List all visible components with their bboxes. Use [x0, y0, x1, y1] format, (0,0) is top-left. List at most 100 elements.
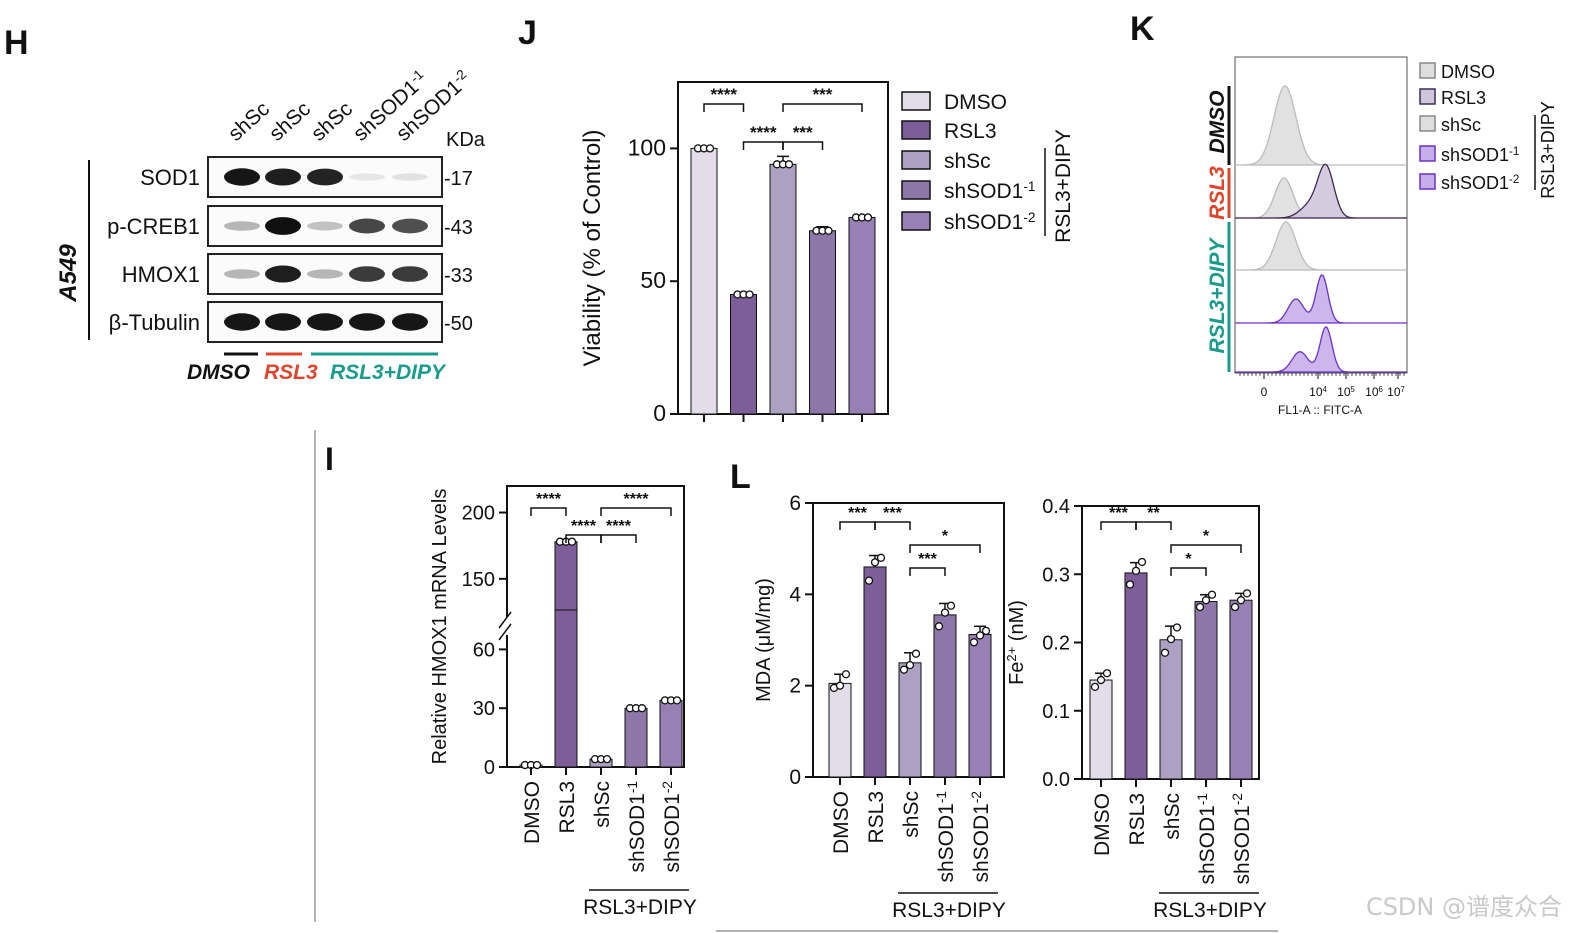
chart-l2-category-label: shSOD1-1 [1195, 793, 1220, 885]
chart-l2-sig-bracket [1170, 567, 1207, 576]
legend-j-swatch [901, 91, 931, 111]
chart-i-sig-bracket [530, 507, 567, 516]
chart-l1-sig-bracket [909, 544, 981, 553]
chart-i-axis-break-gap [503, 617, 513, 635]
chart-i-bar [554, 609, 578, 768]
chart-j-data-point [745, 290, 754, 299]
chart-l2-bar [1089, 679, 1113, 780]
chart-j-sig-label: **** [750, 123, 777, 142]
chart-l1-category-label-sup: -1 [934, 791, 949, 803]
flow-x-tick-label: 0 [1261, 385, 1268, 399]
legend-k-swatch [1419, 115, 1436, 132]
chart-l2-bar [1229, 599, 1253, 780]
chart-i-sig-label: **** [606, 518, 632, 535]
chart-i-category-label: shSOD1-1 [625, 781, 650, 873]
blot-band [265, 217, 301, 235]
flow-histogram-overlay [1235, 163, 1407, 219]
chart-i-category-label-base: DMSO [521, 781, 544, 844]
blot-band [349, 173, 385, 181]
panel-k-flow-cytometry: 0 104 105 106 107 FL1-A :: FITC-A DMSO RSL3 … [1206, 56, 1558, 417]
chart-i-axis-break-mark [498, 623, 512, 641]
blot-lane-label-base: shSc [307, 97, 357, 145]
legend-j-item: shSOD1-1 [944, 179, 1036, 204]
chart-i-category-label-base: shSOD1 [661, 793, 684, 872]
chart-i-category-label: shSc [591, 781, 614, 828]
chart-l1-ylabel: MDA (μM/mg) [753, 578, 775, 702]
legend-k-swatch [1419, 62, 1436, 79]
blot-band [265, 313, 301, 331]
legend-j-swatch [901, 211, 931, 231]
chart-i-sig-label: **** [571, 518, 597, 535]
legend-k-item-base: DMSO [1441, 62, 1495, 82]
chart-l2-data-point [1201, 596, 1211, 605]
blot-band [349, 266, 385, 282]
panel-label-h: H [4, 24, 29, 62]
chart-i-data-point [567, 537, 577, 546]
blot-lane-label-base: shSc [265, 97, 315, 145]
flow-row-label-dipy: RSL3+DIPY [1206, 237, 1229, 354]
chart-j-bar [809, 230, 836, 415]
blot-band [392, 218, 428, 234]
legend-j-item-sup: -1 [1023, 179, 1035, 194]
chart-l1-data-point [946, 601, 956, 610]
chart-i-ylabel: Relative HMOX1 mRNA Levels [429, 489, 451, 765]
flow-histogram [1235, 326, 1407, 373]
chart-i-axis-break-mark [498, 611, 512, 629]
chart-l1-category-label-base: shSc [900, 791, 923, 838]
chart-l1-bar [898, 662, 922, 778]
chart-l2-category-label: DMSO [1091, 793, 1114, 856]
chart-l1-category-label-base: DMSO [830, 791, 853, 854]
chart-i-group-label: RSL3+DIPY [583, 896, 697, 919]
legend-j-item: shSOD1-2 [944, 210, 1036, 235]
chart-j-ytick-label: 50 [640, 267, 666, 293]
chart-l2-category-label-sup: -2 [1230, 793, 1245, 805]
chart-l2-data-point [1236, 596, 1246, 605]
chart-l2-ylabel-sup: 2+ [1004, 647, 1019, 662]
flow-x-tick-label: 104 [1309, 385, 1327, 400]
flow-x-tick-label: 106 [1365, 385, 1383, 400]
chart-l1-sig-bracket [874, 521, 911, 530]
legend-j-item-base: DMSO [944, 91, 1007, 114]
chart-l2-category-label: shSOD1-2 [1230, 793, 1255, 885]
chart-i-ytick-label: 200 [462, 503, 495, 525]
chart-l1-data-point [940, 608, 950, 617]
legend-k-swatch [1419, 145, 1436, 162]
legend-k-bracket-label: RSL3+DIPY [1538, 101, 1558, 199]
blot-band [265, 265, 301, 283]
chart-j-data-point [824, 226, 833, 235]
blot-lane-label: shSc [265, 97, 315, 145]
chart-l2-data-point [1131, 566, 1141, 575]
chart-i-bar [624, 707, 648, 768]
chart-l1-group-label: RSL3+DIPY [892, 899, 1006, 922]
flow-histogram [1235, 221, 1407, 271]
chart-l2-data-point [1137, 557, 1147, 567]
legend-k-item: shSOD1-2 [1441, 173, 1519, 194]
chart-j-bar [848, 216, 876, 415]
legend-j-item-base: shSc [944, 150, 991, 173]
chart-l1-bar [863, 566, 887, 778]
chart-l2-category-label: shSc [1161, 793, 1184, 840]
blot-cell-line: A549 [55, 244, 82, 303]
panel-label-i: I [325, 441, 334, 477]
chart-l1-ytick-label: 0 [789, 766, 801, 789]
blot-kda-label: -50 [444, 313, 473, 335]
flow-x-axis: 0 104 105 106 107 [1239, 373, 1405, 400]
chart-l2-sig-bracket [1100, 521, 1137, 530]
chart-l2-bar [1124, 572, 1148, 780]
chart-j-sig-bracket [782, 103, 863, 112]
chart-i-data-point [602, 755, 612, 764]
chart-l2-data-point [1090, 682, 1100, 692]
chart-l1-category-label: shSc [900, 791, 923, 838]
chart-l1-bar [968, 634, 992, 778]
flow-histograms [1235, 85, 1407, 373]
flow-x-tick-label-base: 10 [1365, 385, 1379, 399]
legend-j-swatch [901, 120, 931, 140]
legend-j-item-base: shSOD1 [944, 180, 1023, 203]
chart-l1-category-label-base: RSL3 [865, 791, 888, 844]
chart-l2-ylabel-base: Fe [1006, 662, 1028, 685]
chart-i-data-point [672, 696, 682, 705]
